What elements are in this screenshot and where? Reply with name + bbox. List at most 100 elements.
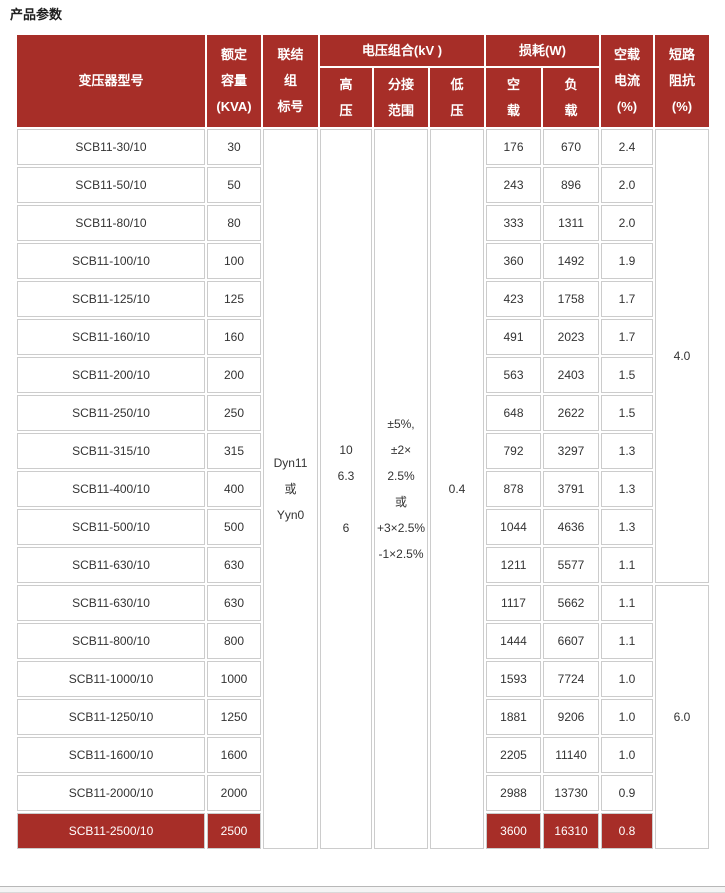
cell-load-loss: 2403: [543, 357, 600, 393]
cell-capacity: 1000: [207, 661, 261, 697]
table-row[interactable]: SCB11-800/10 800 1444 6607 1.1: [17, 623, 709, 659]
table-row[interactable]: SCB11-80/10 80 333 1311 2.0: [17, 205, 709, 241]
cell-current: 1.3: [601, 433, 654, 469]
cell-load-loss: 11140: [543, 737, 600, 773]
table-row[interactable]: SCB11-2000/10 2000 2988 13730 0.9: [17, 775, 709, 811]
cell-no-load-loss: 792: [486, 433, 542, 469]
header-lv: 低 压: [430, 68, 485, 127]
cell-no-load-loss: 243: [486, 167, 542, 203]
cell-capacity: 630: [207, 547, 261, 583]
table-row[interactable]: SCB11-500/10 500 1044 4636 1.3: [17, 509, 709, 545]
cell-model: SCB11-1000/10: [17, 661, 205, 697]
cell-current: 1.0: [601, 699, 654, 735]
cell-model: SCB11-250/10: [17, 395, 205, 431]
header-hv: 高 压: [320, 68, 372, 127]
cell-model: SCB11-125/10: [17, 281, 205, 317]
header-loss-group: 损耗(W): [486, 35, 600, 66]
cell-capacity: 630: [207, 585, 261, 621]
cell-tap-range: ±5%, ±2× 2.5% 或 +3×2.5% -1×2.5%: [374, 129, 428, 849]
cell-current: 2.0: [601, 167, 654, 203]
cell-capacity: 2000: [207, 775, 261, 811]
cell-capacity: 400: [207, 471, 261, 507]
cell-load-loss: 4636: [543, 509, 600, 545]
cell-model: SCB11-2500/10: [17, 813, 205, 849]
cell-load-loss: 1492: [543, 243, 600, 279]
header-load-loss: 负 载: [543, 68, 600, 127]
header-capacity: 额定 容量 (KVA): [207, 35, 261, 127]
cell-model: SCB11-100/10: [17, 243, 205, 279]
cell-capacity: 30: [207, 129, 261, 165]
cell-load-loss: 5577: [543, 547, 600, 583]
cell-no-load-loss: 1881: [486, 699, 542, 735]
header-row-groups: 变压器型号 额定 容量 (KVA) 联结 组 标号 电压组合(kV ) 损耗(W…: [17, 35, 710, 127]
cell-load-loss: 5662: [543, 585, 600, 621]
cell-current: 1.7: [601, 281, 654, 317]
table-row[interactable]: SCB11-160/10 160 491 2023 1.7: [17, 319, 709, 355]
cell-load-loss: 7724: [543, 661, 600, 697]
table-row[interactable]: SCB11-630/10 630 1117 5662 1.1 6.0: [17, 585, 710, 849]
cell-no-load-loss: 1211: [486, 547, 542, 583]
cell-model: SCB11-160/10: [17, 319, 205, 355]
cell-capacity: 50: [207, 167, 261, 203]
cell-no-load-loss: 176: [486, 129, 542, 165]
table-row[interactable]: SCB11-1000/10 1000 1593 7724 1.0: [17, 661, 709, 697]
table-row[interactable]: SCB11-315/10 315 792 3297 1.3: [17, 433, 709, 469]
table-row[interactable]: SCB11-400/10 400 878 3791 1.3: [17, 471, 709, 507]
table-row-highlighted[interactable]: SCB11-2500/10 2500 3600 16310 0.8: [17, 813, 709, 849]
cell-no-load-loss: 1117: [486, 585, 542, 621]
bottom-divider: [0, 886, 725, 893]
cell-capacity: 250: [207, 395, 261, 431]
cell-current: 1.1: [601, 585, 654, 621]
cell-load-loss: 2023: [543, 319, 600, 355]
cell-model: SCB11-1600/10: [17, 737, 205, 773]
cell-load-loss: 9206: [543, 699, 600, 735]
cell-model: SCB11-630/10: [17, 585, 205, 621]
table-row[interactable]: SCB11-250/10 250 648 2622 1.5: [17, 395, 709, 431]
cell-capacity: 200: [207, 357, 261, 393]
cell-connection-group: Dyn11 或 Yyn0: [263, 129, 318, 849]
cell-current: 1.5: [601, 357, 654, 393]
cell-current: 1.3: [601, 509, 654, 545]
product-params-table: 变压器型号 额定 容量 (KVA) 联结 组 标号 电压组合(kV ) 损耗(W…: [15, 33, 711, 851]
cell-model: SCB11-80/10: [17, 205, 205, 241]
table-row[interactable]: SCB11-630/10 630 1211 5577 1.1: [17, 547, 709, 583]
header-no-load-current: 空载 电流 (%): [601, 35, 654, 127]
cell-no-load-loss: 1044: [486, 509, 542, 545]
table-row[interactable]: SCB11-100/10 100 360 1492 1.9: [17, 243, 709, 279]
table-row[interactable]: SCB11-1600/10 1600 2205 11140 1.0: [17, 737, 709, 773]
cell-load-loss: 6607: [543, 623, 600, 659]
table-row[interactable]: SCB11-1250/10 1250 1881 9206 1.0: [17, 699, 709, 735]
cell-load-loss: 1311: [543, 205, 600, 241]
cell-no-load-loss: 1593: [486, 661, 542, 697]
cell-model: SCB11-30/10: [17, 129, 205, 165]
cell-capacity: 160: [207, 319, 261, 355]
cell-model: SCB11-315/10: [17, 433, 205, 469]
header-row-sub: 高 压 分接 范围 低 压 空 载 负 载: [17, 68, 709, 127]
cell-model: SCB11-800/10: [17, 623, 205, 659]
table-row[interactable]: SCB11-30/10 30 Dyn11 或 Yyn0 10 6.3 6 ±5%…: [17, 129, 710, 849]
cell-model: SCB11-400/10: [17, 471, 205, 507]
cell-current: 1.3: [601, 471, 654, 507]
table-row[interactable]: SCB11-200/10 200 563 2403 1.5: [17, 357, 709, 393]
cell-model: SCB11-50/10: [17, 167, 205, 203]
cell-load-loss: 3791: [543, 471, 600, 507]
table-row[interactable]: SCB11-125/10 125 423 1758 1.7: [17, 281, 709, 317]
cell-current: 1.9: [601, 243, 654, 279]
cell-no-load-loss: 648: [486, 395, 542, 431]
cell-no-load-loss: 563: [486, 357, 542, 393]
cell-model: SCB11-500/10: [17, 509, 205, 545]
cell-capacity: 125: [207, 281, 261, 317]
cell-no-load-loss: 333: [486, 205, 542, 241]
cell-no-load-loss: 2205: [486, 737, 542, 773]
cell-no-load-loss: 1444: [486, 623, 542, 659]
cell-no-load-loss: 2988: [486, 775, 542, 811]
cell-no-load-loss: 878: [486, 471, 542, 507]
cell-capacity: 800: [207, 623, 261, 659]
cell-model: SCB11-200/10: [17, 357, 205, 393]
cell-load-loss: 670: [543, 129, 600, 165]
cell-current: 1.0: [601, 737, 654, 773]
header-tap-range: 分接 范围: [374, 68, 428, 127]
header-impedance: 短路 阻抗 (%): [655, 35, 710, 127]
table-row[interactable]: SCB11-50/10 50 243 896 2.0: [17, 167, 709, 203]
cell-current: 1.1: [601, 547, 654, 583]
